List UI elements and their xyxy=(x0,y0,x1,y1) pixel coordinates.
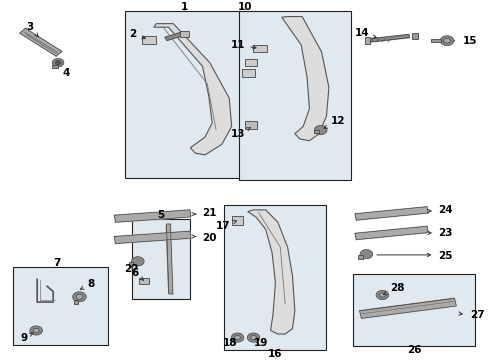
Text: 14: 14 xyxy=(354,28,375,38)
FancyBboxPatch shape xyxy=(52,65,58,68)
Text: 20: 20 xyxy=(202,233,217,243)
FancyBboxPatch shape xyxy=(180,31,188,37)
Circle shape xyxy=(30,326,42,335)
Text: 13: 13 xyxy=(230,127,250,139)
Text: 16: 16 xyxy=(267,348,282,359)
Circle shape xyxy=(55,60,61,65)
PathPatch shape xyxy=(281,17,328,141)
Text: 27: 27 xyxy=(469,310,484,320)
FancyBboxPatch shape xyxy=(430,39,440,42)
Text: 12: 12 xyxy=(324,116,344,128)
Circle shape xyxy=(131,257,144,266)
FancyBboxPatch shape xyxy=(244,121,257,129)
FancyBboxPatch shape xyxy=(124,11,244,178)
Circle shape xyxy=(52,58,64,67)
Polygon shape xyxy=(114,210,190,222)
FancyBboxPatch shape xyxy=(411,33,417,39)
FancyBboxPatch shape xyxy=(74,300,78,304)
FancyBboxPatch shape xyxy=(13,267,107,345)
Circle shape xyxy=(379,293,385,297)
FancyBboxPatch shape xyxy=(128,262,133,266)
FancyBboxPatch shape xyxy=(365,37,369,44)
FancyBboxPatch shape xyxy=(232,216,243,225)
FancyBboxPatch shape xyxy=(357,255,362,259)
Polygon shape xyxy=(354,226,427,240)
Text: 15: 15 xyxy=(462,36,476,46)
Text: 26: 26 xyxy=(406,345,420,355)
Circle shape xyxy=(439,36,453,46)
Circle shape xyxy=(76,294,82,299)
Circle shape xyxy=(359,249,372,259)
FancyBboxPatch shape xyxy=(352,274,474,346)
Polygon shape xyxy=(165,33,181,41)
Text: 28: 28 xyxy=(383,283,404,294)
Text: 6: 6 xyxy=(131,267,143,280)
Polygon shape xyxy=(20,28,62,56)
Text: 8: 8 xyxy=(81,279,94,289)
Circle shape xyxy=(250,336,256,340)
Text: 17: 17 xyxy=(215,220,236,231)
PathPatch shape xyxy=(247,210,294,334)
Polygon shape xyxy=(166,224,172,294)
FancyBboxPatch shape xyxy=(253,45,266,53)
Text: 3: 3 xyxy=(26,22,38,37)
Text: 2: 2 xyxy=(129,29,145,39)
FancyBboxPatch shape xyxy=(239,11,350,180)
FancyBboxPatch shape xyxy=(224,204,326,350)
Circle shape xyxy=(73,292,86,302)
Circle shape xyxy=(33,328,39,333)
FancyBboxPatch shape xyxy=(314,130,319,133)
Circle shape xyxy=(247,333,259,342)
FancyBboxPatch shape xyxy=(242,69,255,77)
Circle shape xyxy=(234,336,240,340)
Text: 7: 7 xyxy=(53,258,60,268)
Text: 21: 21 xyxy=(202,208,217,219)
Polygon shape xyxy=(366,35,408,42)
Circle shape xyxy=(443,38,449,43)
FancyBboxPatch shape xyxy=(132,219,190,298)
Text: 9: 9 xyxy=(20,333,33,343)
Text: 11: 11 xyxy=(230,40,256,50)
FancyBboxPatch shape xyxy=(142,36,156,44)
PathPatch shape xyxy=(154,24,231,155)
Text: 24: 24 xyxy=(437,205,452,215)
Text: 19: 19 xyxy=(253,338,267,348)
Text: 5: 5 xyxy=(157,210,164,220)
Text: 18: 18 xyxy=(223,338,237,348)
Polygon shape xyxy=(354,207,427,220)
Circle shape xyxy=(231,333,244,342)
Text: 10: 10 xyxy=(238,2,252,12)
FancyBboxPatch shape xyxy=(139,278,149,284)
Circle shape xyxy=(314,125,326,135)
Polygon shape xyxy=(359,298,455,318)
Polygon shape xyxy=(114,231,190,244)
Text: 22: 22 xyxy=(123,264,138,274)
FancyBboxPatch shape xyxy=(244,59,257,66)
Text: 4: 4 xyxy=(62,68,70,78)
Text: 1: 1 xyxy=(181,2,188,12)
Circle shape xyxy=(375,291,388,300)
Text: 25: 25 xyxy=(437,251,452,261)
Text: 23: 23 xyxy=(437,228,452,238)
